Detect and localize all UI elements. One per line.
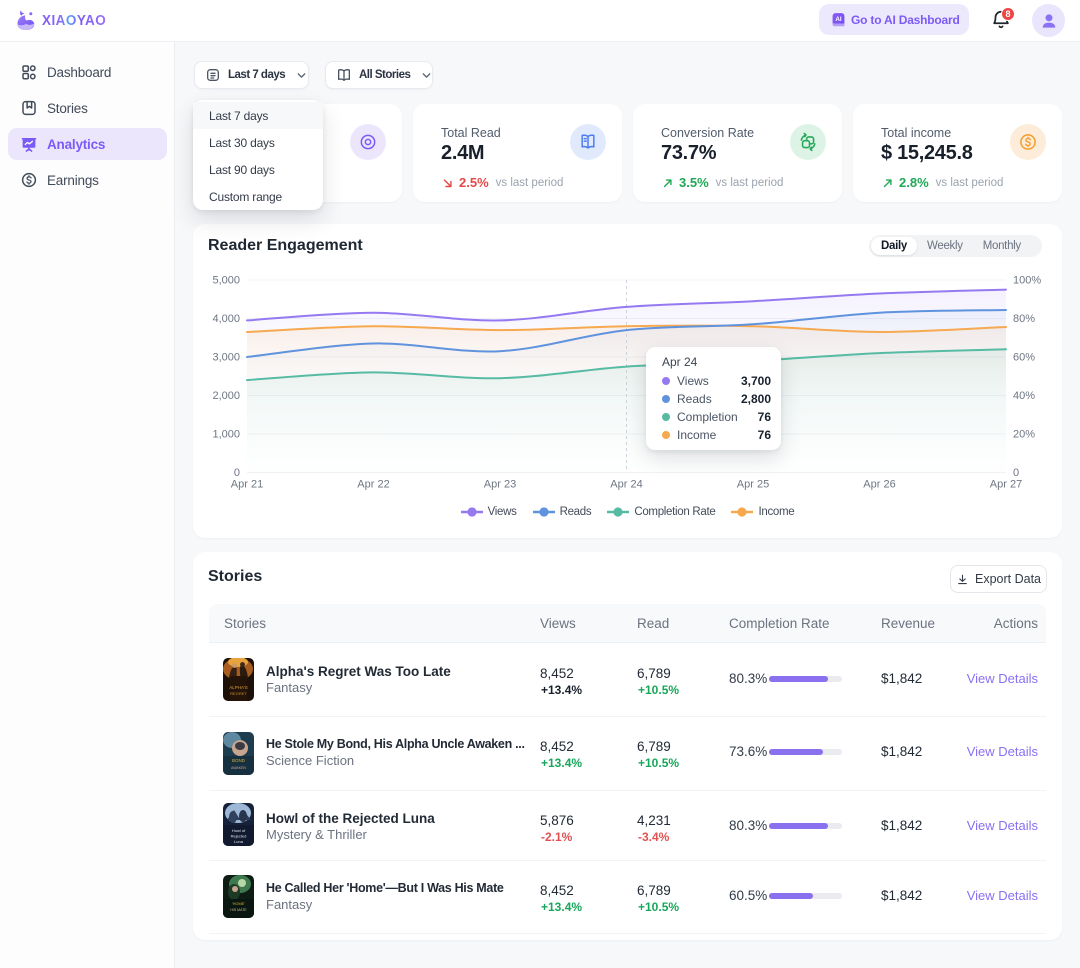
svg-text:3,000: 3,000 [212,352,240,364]
svg-text:Apr 25: Apr 25 [737,479,769,491]
svg-text:BOND: BOND [232,758,246,763]
svg-text:HIS MATE: HIS MATE [230,908,247,912]
svg-text:ALPHA'S: ALPHA'S [229,685,248,690]
svg-text:0: 0 [234,467,240,479]
svg-text:Rejected: Rejected [231,834,247,839]
svg-text:60%: 60% [1013,352,1035,364]
svg-text:5,000: 5,000 [212,275,240,287]
svg-text:AWAKEN: AWAKEN [231,766,246,770]
svg-text:'HOME': 'HOME' [232,902,245,906]
svg-text:40%: 40% [1013,390,1035,402]
svg-text:REGRET: REGRET [230,691,247,696]
svg-text:Howl of: Howl of [232,828,246,833]
svg-text:100%: 100% [1013,275,1041,287]
svg-text:4,000: 4,000 [212,313,240,325]
svg-text:Apr 21: Apr 21 [231,479,263,491]
svg-text:Apr 22: Apr 22 [357,479,389,491]
svg-text:Apr 23: Apr 23 [484,479,516,491]
svg-text:Luna: Luna [234,839,244,844]
svg-text:0: 0 [1013,467,1019,479]
svg-text:Apr 27: Apr 27 [990,479,1022,491]
svg-text:80%: 80% [1013,313,1035,325]
svg-text:Apr 24: Apr 24 [610,479,642,491]
svg-text:2,000: 2,000 [212,390,240,402]
svg-text:Apr 26: Apr 26 [863,479,895,491]
svg-text:20%: 20% [1013,429,1035,441]
svg-text:1,000: 1,000 [212,429,240,441]
svg-text:AI: AI [835,16,842,23]
